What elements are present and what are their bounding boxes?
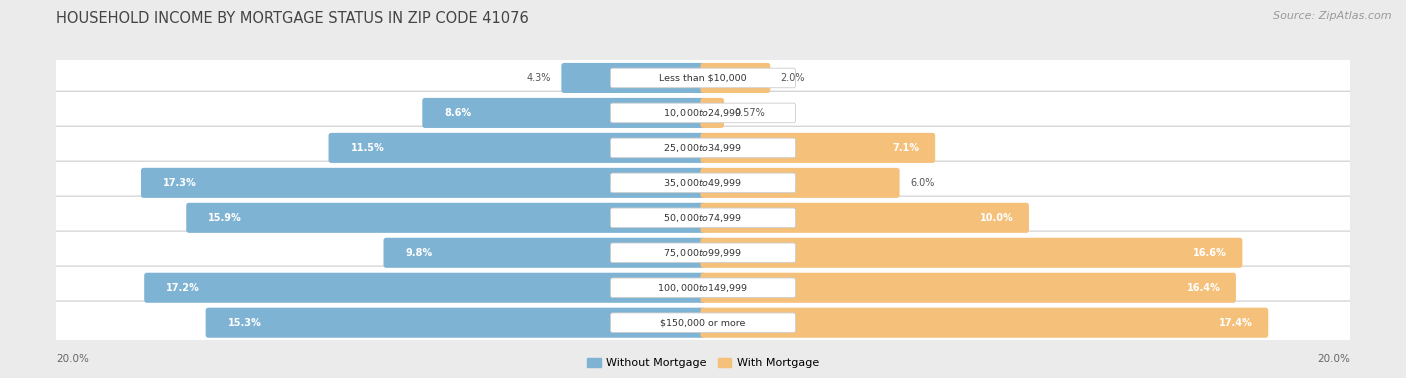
FancyBboxPatch shape [561, 63, 706, 93]
FancyBboxPatch shape [52, 196, 1354, 240]
Text: Source: ZipAtlas.com: Source: ZipAtlas.com [1274, 11, 1392, 21]
FancyBboxPatch shape [610, 173, 796, 193]
FancyBboxPatch shape [700, 308, 1268, 338]
Text: 11.5%: 11.5% [350, 143, 384, 153]
FancyBboxPatch shape [52, 266, 1354, 310]
FancyBboxPatch shape [422, 98, 706, 128]
Text: 10.0%: 10.0% [980, 213, 1014, 223]
FancyBboxPatch shape [329, 133, 706, 163]
Text: $50,000 to $74,999: $50,000 to $74,999 [664, 212, 742, 224]
FancyBboxPatch shape [52, 91, 1354, 135]
Text: 4.3%: 4.3% [527, 73, 551, 83]
FancyBboxPatch shape [610, 313, 796, 333]
FancyBboxPatch shape [52, 301, 1354, 344]
FancyBboxPatch shape [700, 133, 935, 163]
Text: 15.3%: 15.3% [228, 318, 262, 328]
FancyBboxPatch shape [610, 103, 796, 123]
Text: Less than $10,000: Less than $10,000 [659, 73, 747, 82]
Text: 7.1%: 7.1% [893, 143, 920, 153]
Text: 17.2%: 17.2% [166, 283, 200, 293]
Text: 6.0%: 6.0% [910, 178, 935, 188]
Text: 15.9%: 15.9% [208, 213, 242, 223]
Text: $35,000 to $49,999: $35,000 to $49,999 [664, 177, 742, 189]
FancyBboxPatch shape [52, 231, 1354, 274]
Text: 8.6%: 8.6% [444, 108, 471, 118]
FancyBboxPatch shape [700, 63, 770, 93]
FancyBboxPatch shape [700, 238, 1243, 268]
FancyBboxPatch shape [610, 138, 796, 158]
FancyBboxPatch shape [700, 168, 900, 198]
Text: 20.0%: 20.0% [56, 354, 89, 364]
FancyBboxPatch shape [700, 273, 1236, 303]
FancyBboxPatch shape [52, 161, 1354, 204]
FancyBboxPatch shape [610, 68, 796, 88]
FancyBboxPatch shape [610, 243, 796, 263]
Text: 0.57%: 0.57% [734, 108, 765, 118]
Legend: Without Mortgage, With Mortgage: Without Mortgage, With Mortgage [582, 353, 824, 372]
FancyBboxPatch shape [700, 203, 1029, 233]
Text: 2.0%: 2.0% [780, 73, 806, 83]
FancyBboxPatch shape [610, 278, 796, 297]
Text: $25,000 to $34,999: $25,000 to $34,999 [664, 142, 742, 154]
Text: $75,000 to $99,999: $75,000 to $99,999 [664, 247, 742, 259]
Text: $10,000 to $24,999: $10,000 to $24,999 [664, 107, 742, 119]
FancyBboxPatch shape [384, 238, 706, 268]
FancyBboxPatch shape [186, 203, 706, 233]
Text: 16.6%: 16.6% [1194, 248, 1227, 258]
FancyBboxPatch shape [700, 98, 724, 128]
FancyBboxPatch shape [205, 308, 706, 338]
Text: 16.4%: 16.4% [1187, 283, 1220, 293]
Text: $150,000 or more: $150,000 or more [661, 318, 745, 327]
FancyBboxPatch shape [52, 56, 1354, 100]
FancyBboxPatch shape [141, 168, 706, 198]
Text: $100,000 to $149,999: $100,000 to $149,999 [658, 282, 748, 294]
FancyBboxPatch shape [52, 126, 1354, 170]
Text: 9.8%: 9.8% [405, 248, 433, 258]
FancyBboxPatch shape [145, 273, 706, 303]
Text: 17.3%: 17.3% [163, 178, 197, 188]
Text: HOUSEHOLD INCOME BY MORTGAGE STATUS IN ZIP CODE 41076: HOUSEHOLD INCOME BY MORTGAGE STATUS IN Z… [56, 11, 529, 26]
FancyBboxPatch shape [610, 208, 796, 228]
Text: 20.0%: 20.0% [1317, 354, 1350, 364]
Text: 17.4%: 17.4% [1219, 318, 1253, 328]
